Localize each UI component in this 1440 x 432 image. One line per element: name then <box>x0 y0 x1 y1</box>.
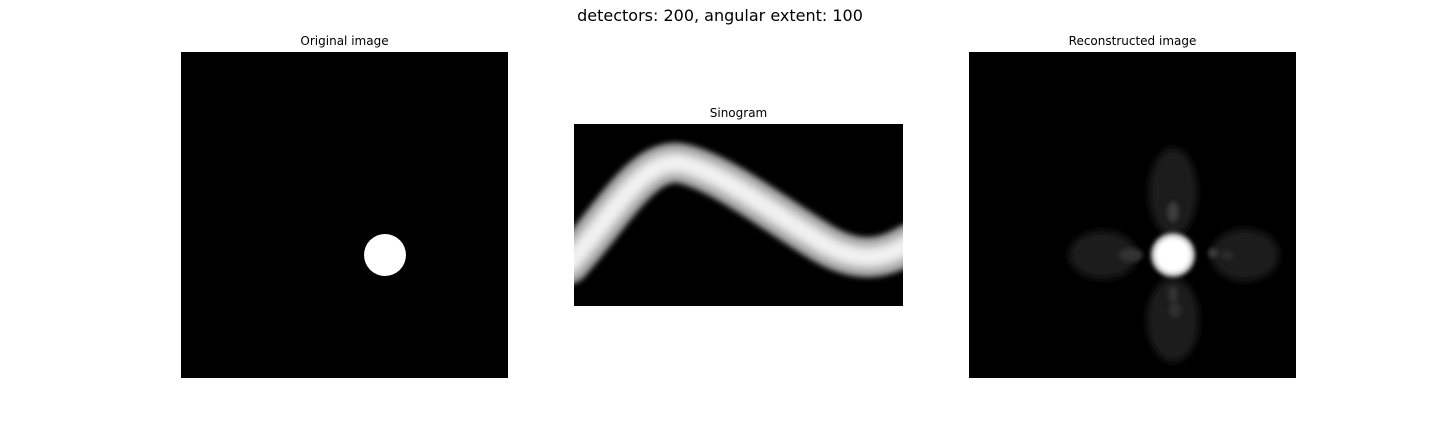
sinogram-image <box>574 124 903 306</box>
reconstructed-disc <box>1155 237 1191 273</box>
sinogram-title: Sinogram <box>709 106 768 120</box>
figure-title: detectors: 200, angular extent: 100 <box>577 6 863 25</box>
reconstructed-image <box>969 52 1296 378</box>
original-image-panel: Original image <box>181 34 508 378</box>
original-image-title: Original image <box>300 34 389 48</box>
artifact-lobes <box>1069 148 1279 362</box>
original-image <box>181 52 508 378</box>
phantom-disc <box>364 234 406 276</box>
sinogram-panel: Sinogram <box>574 106 903 306</box>
reconstructed-image-panel: Reconstructed image <box>969 34 1296 378</box>
sinogram-band-core <box>574 151 903 274</box>
artifact-spots <box>1119 202 1233 318</box>
reconstructed-image-title: Reconstructed image <box>1068 34 1197 48</box>
